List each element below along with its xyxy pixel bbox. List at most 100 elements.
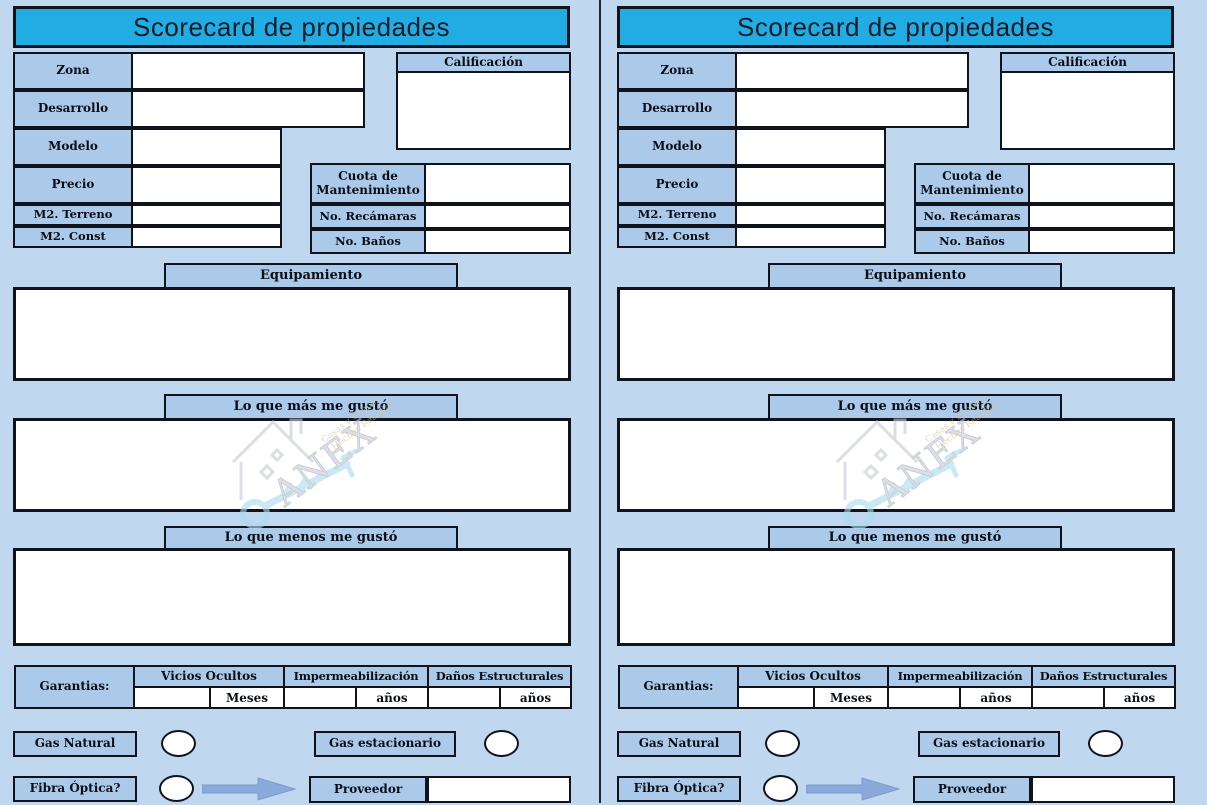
vicios-ocultos-value-input[interactable] xyxy=(133,686,211,709)
panel-title: Scorecard de propiedades xyxy=(13,6,570,48)
danos-estructurales-value-input[interactable] xyxy=(1031,686,1105,709)
mas-gusto-section-header: Lo que más me gustó xyxy=(164,394,458,420)
mas-gusto-input[interactable] xyxy=(13,418,571,512)
equipamiento-input[interactable] xyxy=(617,287,1175,381)
gas-natural-oval[interactable] xyxy=(161,730,196,757)
cuota-mantenimiento-input[interactable] xyxy=(1028,163,1175,204)
vicios-ocultos-unit-label: Meses xyxy=(209,686,285,709)
fibra-optica-label: Fibra Óptica? xyxy=(13,776,137,802)
precio-label: Precio xyxy=(617,166,737,204)
proveedor-label: Proveedor xyxy=(913,776,1031,803)
danos-estructurales-value-input[interactable] xyxy=(427,686,501,709)
scorecard-panel: Scorecard de propiedades Zona Desarrollo… xyxy=(604,0,1204,803)
gas-estacionario-oval[interactable] xyxy=(484,730,519,757)
modelo-label: Modelo xyxy=(617,128,737,166)
m2-const-label: M2. Const xyxy=(617,226,737,248)
danos-estructurales-unit-label: años xyxy=(1103,686,1176,709)
proveedor-label: Proveedor xyxy=(309,776,427,803)
m2-const-input[interactable] xyxy=(735,226,886,248)
fibra-optica-oval[interactable] xyxy=(763,775,798,802)
calificacion-input[interactable] xyxy=(1000,71,1175,150)
danos-estructurales-header: Daños Estructurales xyxy=(427,665,572,688)
gas-natural-label: Gas Natural xyxy=(13,731,137,757)
m2-terreno-input[interactable] xyxy=(735,204,886,226)
cuota-label-line2: Mantenimiento xyxy=(316,182,420,197)
m2-terreno-label: M2. Terreno xyxy=(13,204,133,226)
cuota-mantenimiento-input[interactable] xyxy=(424,163,571,204)
m2-const-input[interactable] xyxy=(131,226,282,248)
garantias-label: Garantias: xyxy=(618,665,739,709)
impermeabilizacion-unit-label: años xyxy=(355,686,429,709)
equipamiento-section-header: Equipamiento xyxy=(164,263,458,289)
cuota-label-line1: Cuota de xyxy=(942,168,1002,183)
precio-input[interactable] xyxy=(735,166,886,204)
no-recamaras-label: No. Recámaras xyxy=(914,204,1030,229)
calificacion-label: Calificación xyxy=(396,52,571,73)
menos-gusto-section-header: Lo que menos me gustó xyxy=(164,526,458,550)
no-banos-label: No. Baños xyxy=(914,229,1030,254)
gas-estacionario-oval[interactable] xyxy=(1088,730,1123,757)
zona-input[interactable] xyxy=(735,52,969,90)
mas-gusto-input[interactable] xyxy=(617,418,1175,512)
desarrollo-label: Desarrollo xyxy=(13,90,133,128)
zona-label: Zona xyxy=(617,52,737,90)
scorecard-panel-right-slot: Scorecard de propiedades Zona Desarrollo… xyxy=(604,0,1204,803)
mas-gusto-section-header: Lo que más me gustó xyxy=(768,394,1062,420)
m2-terreno-input[interactable] xyxy=(131,204,282,226)
no-recamaras-input[interactable] xyxy=(1028,204,1175,229)
cuota-mantenimiento-label: Cuota de Mantenimiento xyxy=(914,163,1030,204)
menos-gusto-input[interactable] xyxy=(617,548,1175,646)
no-banos-input[interactable] xyxy=(1028,229,1175,254)
fibra-optica-label: Fibra Óptica? xyxy=(617,776,741,802)
vicios-ocultos-header: Vicios Ocultos xyxy=(737,665,889,688)
proveedor-input[interactable] xyxy=(427,776,571,803)
zona-label: Zona xyxy=(13,52,133,90)
panel-divider xyxy=(599,0,601,803)
no-recamaras-input[interactable] xyxy=(424,204,571,229)
no-recamaras-label: No. Recámaras xyxy=(310,204,426,229)
m2-terreno-label: M2. Terreno xyxy=(617,204,737,226)
calificacion-input[interactable] xyxy=(396,71,571,150)
arrow-right-icon xyxy=(201,777,297,801)
vicios-ocultos-header: Vicios Ocultos xyxy=(133,665,285,688)
modelo-input[interactable] xyxy=(131,128,282,166)
modelo-input[interactable] xyxy=(735,128,886,166)
impermeabilizacion-value-input[interactable] xyxy=(887,686,961,709)
desarrollo-input[interactable] xyxy=(735,90,969,128)
proveedor-input[interactable] xyxy=(1031,776,1175,803)
danos-estructurales-header: Daños Estructurales xyxy=(1031,665,1176,688)
m2-const-label: M2. Const xyxy=(13,226,133,248)
desarrollo-label: Desarrollo xyxy=(617,90,737,128)
fibra-optica-oval[interactable] xyxy=(159,775,194,802)
impermeabilizacion-unit-label: años xyxy=(959,686,1033,709)
equipamiento-section-header: Equipamiento xyxy=(768,263,1062,289)
impermeabilizacion-header: Impermeabilización xyxy=(283,665,429,688)
precio-label: Precio xyxy=(13,166,133,204)
gas-estacionario-label: Gas estacionario xyxy=(918,731,1060,757)
equipamiento-input[interactable] xyxy=(13,287,571,381)
cuota-mantenimiento-label: Cuota de Mantenimiento xyxy=(310,163,426,204)
scorecard-panel-left-slot: Scorecard de propiedades Zona Desarrollo… xyxy=(0,0,600,803)
arrow-right-icon xyxy=(805,777,901,801)
desarrollo-input[interactable] xyxy=(131,90,365,128)
gas-estacionario-label: Gas estacionario xyxy=(314,731,456,757)
gas-natural-oval[interactable] xyxy=(765,730,800,757)
cuota-label-line1: Cuota de xyxy=(338,168,398,183)
menos-gusto-section-header: Lo que menos me gustó xyxy=(768,526,1062,550)
vicios-ocultos-value-input[interactable] xyxy=(737,686,815,709)
impermeabilizacion-header: Impermeabilización xyxy=(887,665,1033,688)
panel-title: Scorecard de propiedades xyxy=(617,6,1174,48)
scorecard-panel: Scorecard de propiedades Zona Desarrollo… xyxy=(0,0,600,803)
no-banos-input[interactable] xyxy=(424,229,571,254)
menos-gusto-input[interactable] xyxy=(13,548,571,646)
vicios-ocultos-unit-label: Meses xyxy=(813,686,889,709)
precio-input[interactable] xyxy=(131,166,282,204)
calificacion-label: Calificación xyxy=(1000,52,1175,73)
modelo-label: Modelo xyxy=(13,128,133,166)
danos-estructurales-unit-label: años xyxy=(499,686,572,709)
impermeabilizacion-value-input[interactable] xyxy=(283,686,357,709)
gas-natural-label: Gas Natural xyxy=(617,731,741,757)
cuota-label-line2: Mantenimiento xyxy=(920,182,1024,197)
zona-input[interactable] xyxy=(131,52,365,90)
